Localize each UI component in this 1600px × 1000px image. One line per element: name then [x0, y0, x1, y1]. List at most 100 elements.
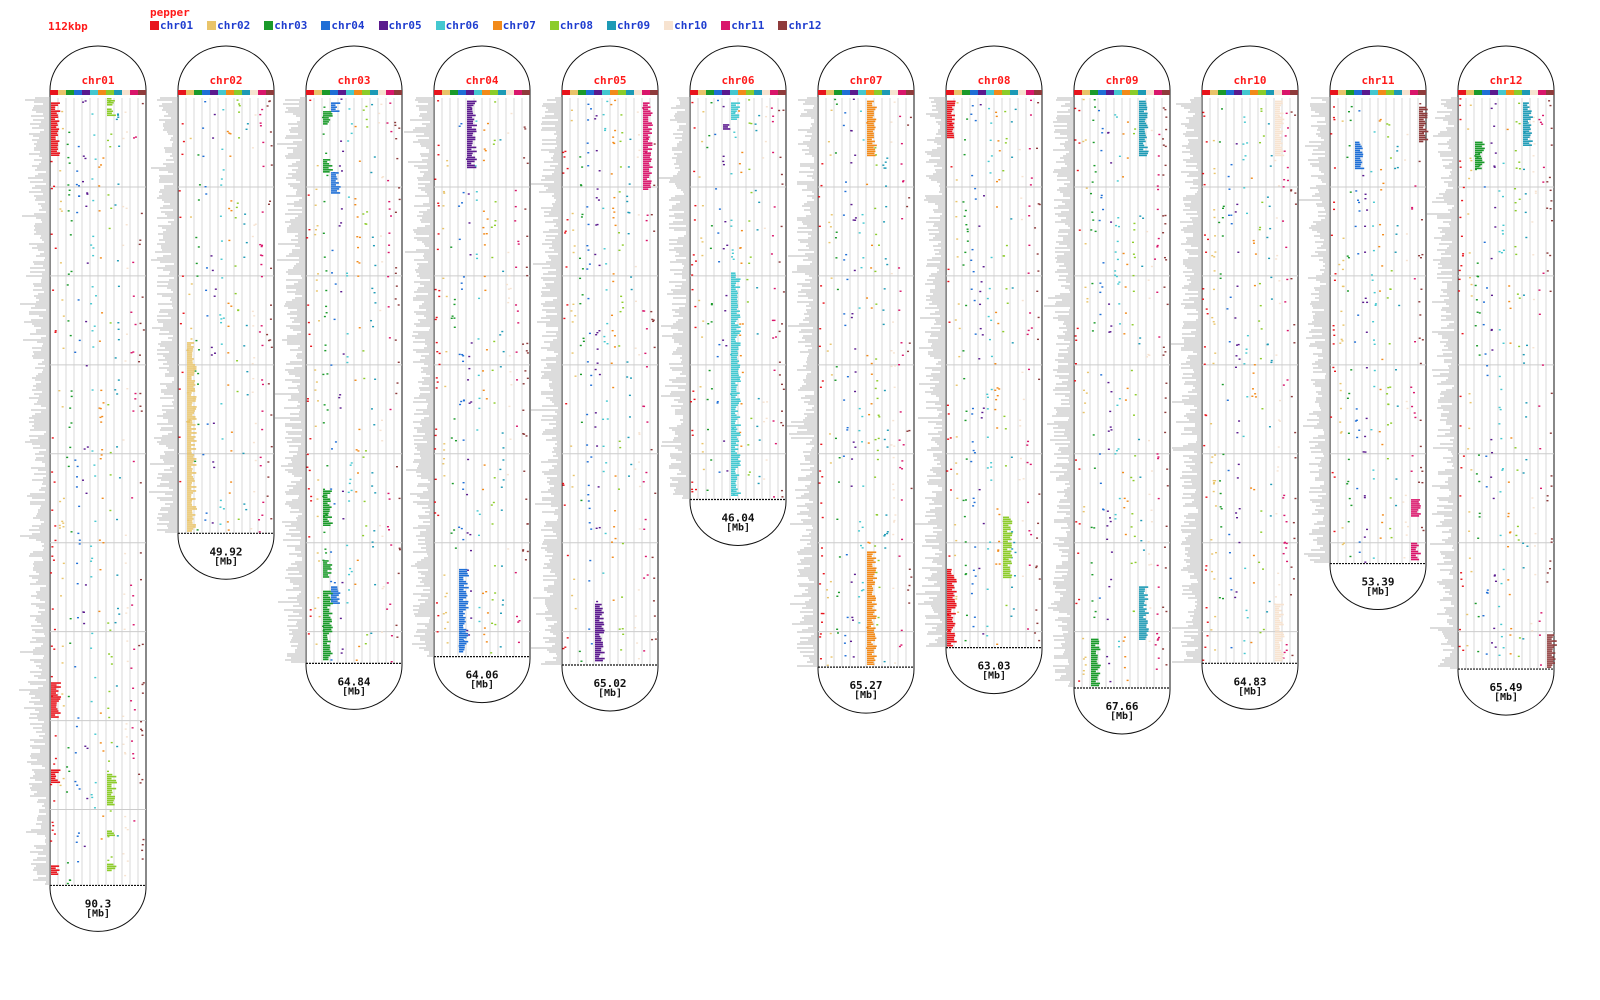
synteny-mark [76, 583, 79, 585]
synteny-block-line [731, 106, 740, 108]
synteny-mark [773, 369, 776, 372]
synteny-mark [691, 488, 694, 491]
synteny-mark [778, 330, 781, 333]
synteny-block-line [323, 644, 330, 647]
synteny-block-line [331, 176, 337, 178]
synteny-mark [507, 548, 510, 550]
synteny-mark [586, 206, 589, 208]
synteny-mark [99, 712, 102, 714]
synteny-block-line [867, 112, 874, 115]
synteny-mark [117, 183, 120, 185]
synteny-mark [372, 325, 375, 328]
header-swatch [330, 90, 338, 95]
synteny-mark [866, 183, 869, 186]
synteny-mark [499, 139, 502, 141]
synteny-mark [110, 207, 113, 209]
synteny-mark [629, 377, 632, 379]
synteny-mark [862, 257, 865, 259]
synteny-mark [899, 115, 902, 118]
synteny-mark [885, 185, 888, 187]
synteny-mark [614, 129, 617, 132]
synteny-mark [254, 223, 257, 225]
synteny-mark [772, 115, 775, 117]
synteny-mark [852, 219, 855, 221]
synteny-mark [507, 301, 510, 304]
synteny-mark [618, 488, 621, 490]
header-swatch [594, 90, 602, 95]
synteny-mark [333, 581, 336, 584]
synteny-mark [270, 445, 273, 448]
synteny-mark [628, 394, 631, 397]
synteny-block-line [731, 380, 741, 382]
synteny-mark [70, 390, 73, 392]
synteny-mark [470, 342, 473, 344]
synteny-block-line [51, 702, 57, 704]
synteny-block-line [467, 152, 473, 155]
synteny-mark [522, 409, 525, 411]
synteny-mark [478, 620, 481, 623]
header-swatch [322, 90, 330, 95]
synteny-block-line [731, 420, 736, 422]
synteny-mark [643, 577, 646, 579]
synteny-block-line [731, 392, 740, 394]
synteny-block-line [107, 102, 114, 104]
synteny-mark [435, 316, 438, 319]
synteny-block-line [867, 649, 874, 652]
synteny-mark [94, 676, 97, 679]
synteny-mark [266, 105, 269, 107]
synteny-block-line [459, 594, 468, 597]
synteny-block-line [643, 176, 650, 178]
synteny-mark [750, 122, 753, 125]
synteny-mark [738, 110, 741, 112]
legend-swatch [435, 20, 445, 30]
synteny-block-line [867, 615, 877, 618]
synteny-block-line [187, 386, 194, 388]
synteny-block-line [467, 148, 472, 151]
synteny-block-line [595, 603, 602, 606]
synteny-block-line [323, 608, 330, 611]
synteny-mark [898, 267, 901, 269]
synteny-mark [251, 147, 254, 149]
synteny-block-line [187, 404, 192, 406]
header-swatch [978, 90, 986, 95]
header-swatch [818, 90, 826, 95]
synteny-mark [571, 486, 574, 488]
synteny-mark [854, 390, 857, 393]
synteny-mark [76, 562, 79, 565]
synteny-block-line [459, 572, 468, 575]
synteny-block-line [459, 642, 467, 645]
synteny-mark [590, 108, 593, 110]
synteny-mark [581, 294, 584, 296]
synteny-mark [643, 528, 646, 530]
synteny-block-line [323, 600, 331, 603]
synteny-block-line [107, 797, 115, 800]
synteny-mark [189, 137, 192, 140]
synteny-mark [318, 320, 321, 322]
synteny-mark [330, 488, 333, 490]
synteny-block-line [731, 274, 736, 276]
synteny-mark [78, 195, 81, 197]
synteny-mark [122, 439, 125, 441]
synteny-mark [340, 140, 343, 142]
synteny-mark [645, 328, 648, 330]
synteny-mark [587, 249, 590, 251]
synteny-mark [483, 275, 486, 278]
synteny-block-line [51, 154, 60, 156]
synteny-mark [726, 244, 729, 246]
synteny-mark [780, 383, 783, 386]
synteny-block-line [51, 152, 61, 154]
synteny-mark [499, 646, 502, 648]
synteny-block-line [595, 623, 605, 626]
synteny-block-line [731, 342, 741, 344]
synteny-mark [60, 595, 63, 597]
synteny-mark [829, 154, 832, 156]
synteny-block-line [107, 869, 112, 872]
synteny-mark [636, 156, 639, 158]
synteny-block-line [187, 478, 194, 480]
synteny-mark [126, 828, 129, 831]
synteny-block-line [731, 296, 738, 298]
synteny-block-line [107, 779, 117, 782]
synteny-block-line [867, 108, 876, 111]
synteny-block-line [323, 502, 328, 504]
synteny-mark [78, 505, 81, 508]
